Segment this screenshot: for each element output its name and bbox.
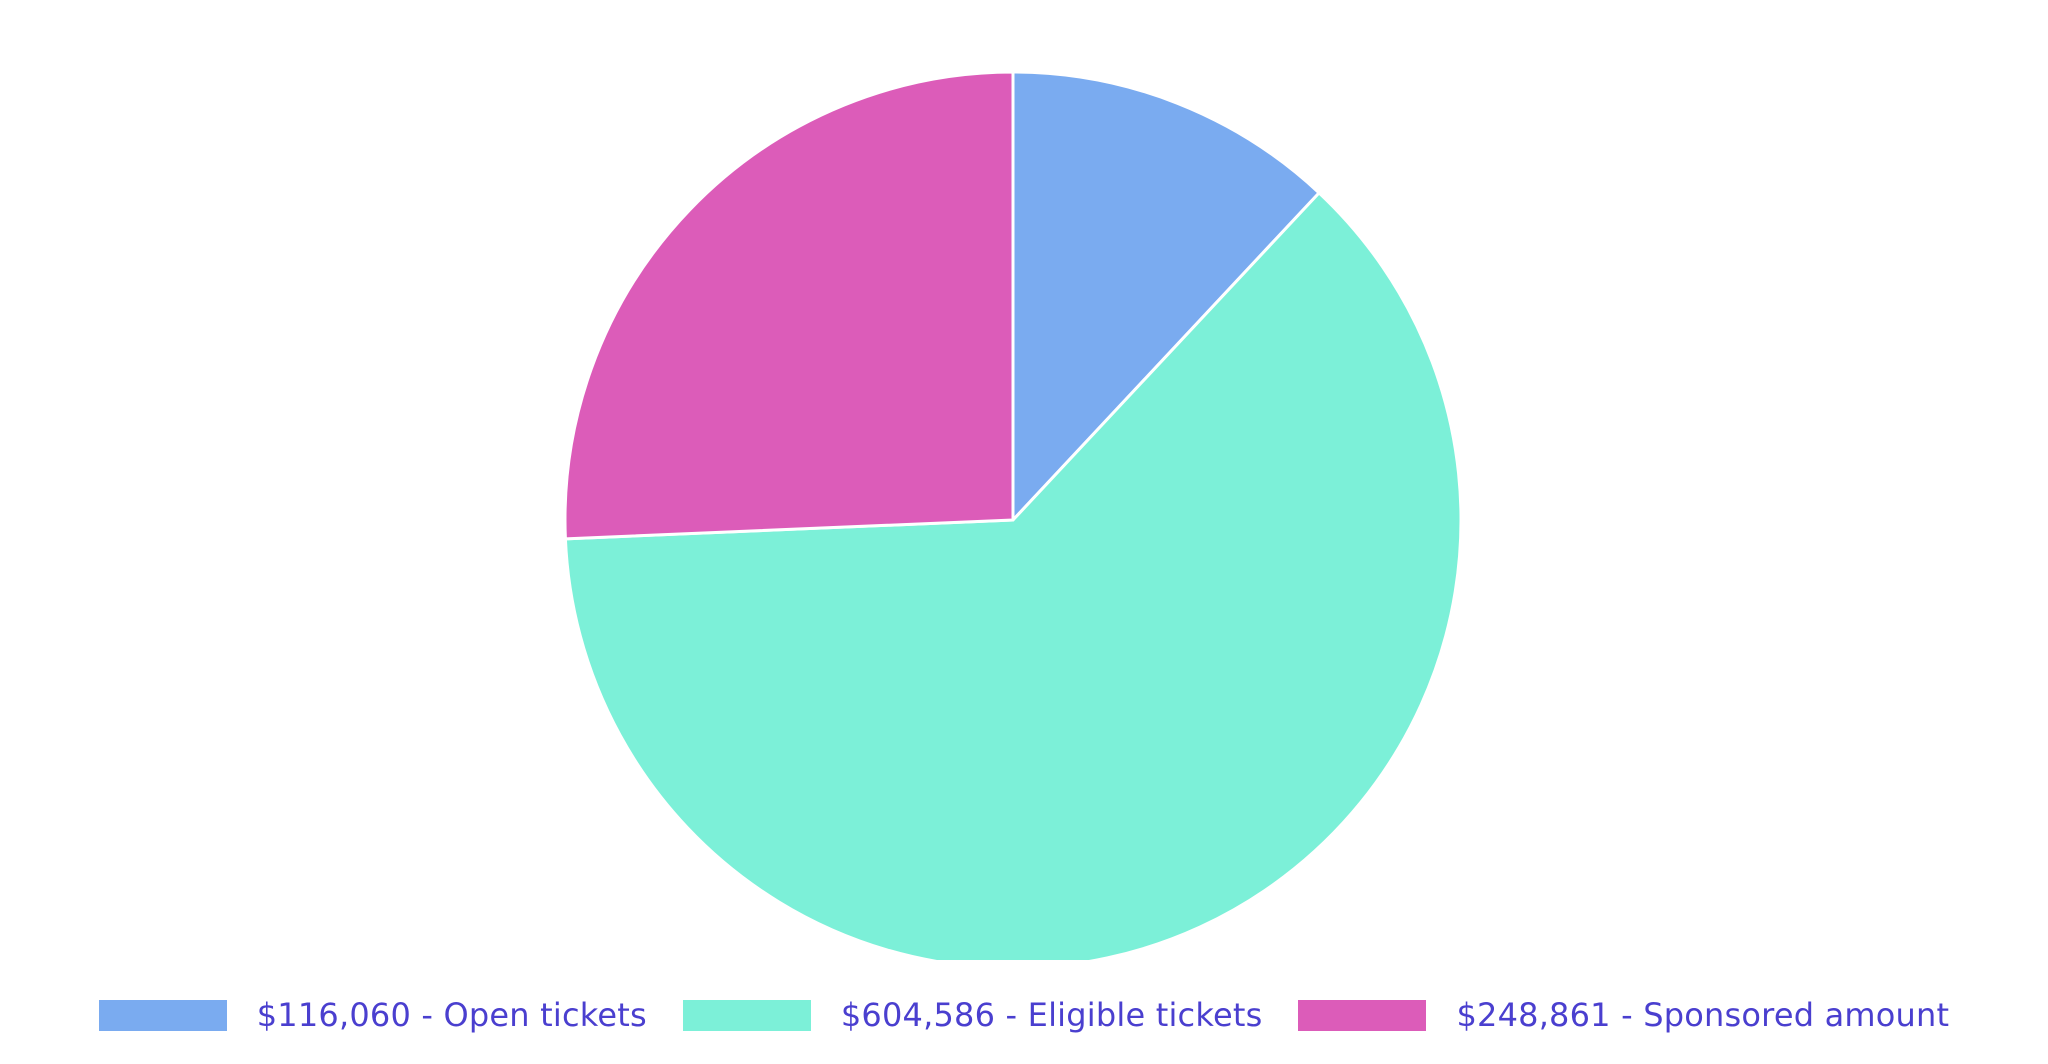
legend-swatch-open-tickets [98, 999, 227, 1031]
legend-swatch-eligible-tickets [682, 999, 811, 1031]
pie-chart [563, 70, 1463, 960]
legend-item-open-tickets[interactable]: $116,060 - Open tickets [98, 996, 647, 1034]
legend-item-eligible-tickets[interactable]: $604,586 - Eligible tickets [682, 996, 1263, 1034]
chart-legend: $116,060 - Open tickets $604,586 - Eligi… [0, 990, 2048, 1040]
pie-slice-eligible-tickets[interactable] [563, 191, 1463, 960]
pie-slice-sponsored-amount[interactable] [563, 70, 1015, 541]
legend-label-sponsored-amount: $248,861 - Sponsored amount [1456, 996, 1950, 1034]
legend-label-open-tickets: $116,060 - Open tickets [256, 996, 647, 1034]
legend-item-sponsored-amount[interactable]: $248,861 - Sponsored amount [1298, 996, 1949, 1034]
legend-swatch-sponsored-amount [1298, 999, 1427, 1031]
pie-slice-open-tickets[interactable] [1011, 70, 1321, 522]
legend-label-eligible-tickets: $604,586 - Eligible tickets [840, 996, 1263, 1034]
